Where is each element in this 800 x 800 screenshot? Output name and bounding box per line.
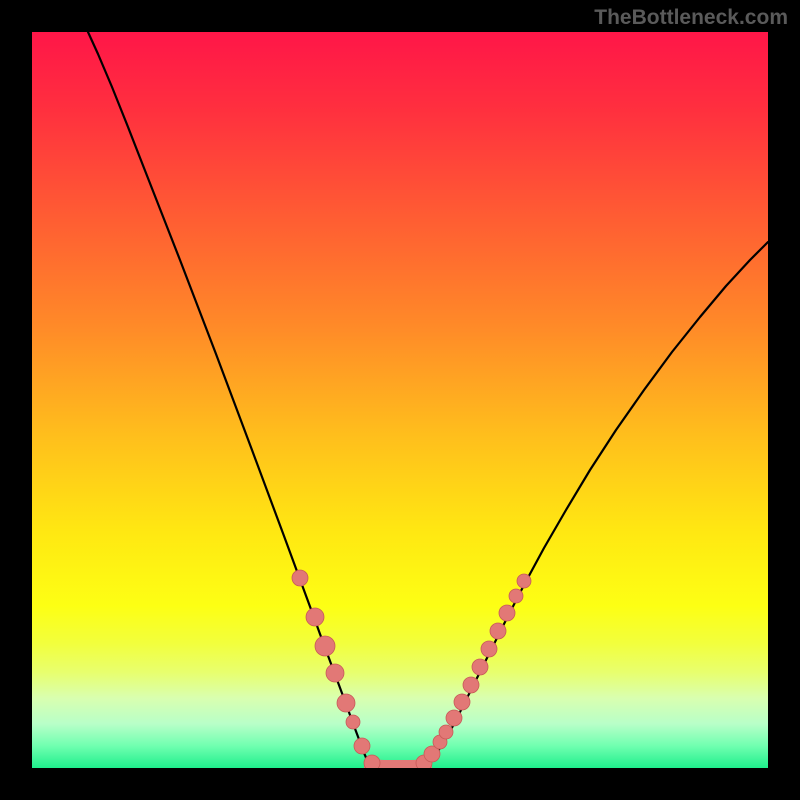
bead-left-6 bbox=[354, 738, 370, 754]
bead-right-6 bbox=[463, 677, 479, 693]
bead-left-3 bbox=[326, 664, 344, 682]
bead-left-2 bbox=[315, 636, 335, 656]
bead-right-11 bbox=[509, 589, 523, 603]
plot-area bbox=[32, 32, 768, 768]
bead-left-5 bbox=[346, 715, 360, 729]
bead-left-7 bbox=[364, 755, 380, 768]
bead-right-7 bbox=[472, 659, 488, 675]
bead-left-4 bbox=[337, 694, 355, 712]
bead-right-9 bbox=[490, 623, 506, 639]
bead-right-8 bbox=[481, 641, 497, 657]
bead-right-3 bbox=[439, 725, 453, 739]
bead-right-10 bbox=[499, 605, 515, 621]
valley-floor-bar bbox=[372, 768, 424, 769]
bead-right-12 bbox=[517, 574, 531, 588]
bead-left-1 bbox=[306, 608, 324, 626]
chart-svg bbox=[32, 32, 768, 768]
gradient-background bbox=[32, 32, 768, 768]
watermark: TheBottleneck.com bbox=[594, 6, 788, 30]
bead-left-0 bbox=[292, 570, 308, 586]
bead-right-5 bbox=[454, 694, 470, 710]
bead-right-4 bbox=[446, 710, 462, 726]
